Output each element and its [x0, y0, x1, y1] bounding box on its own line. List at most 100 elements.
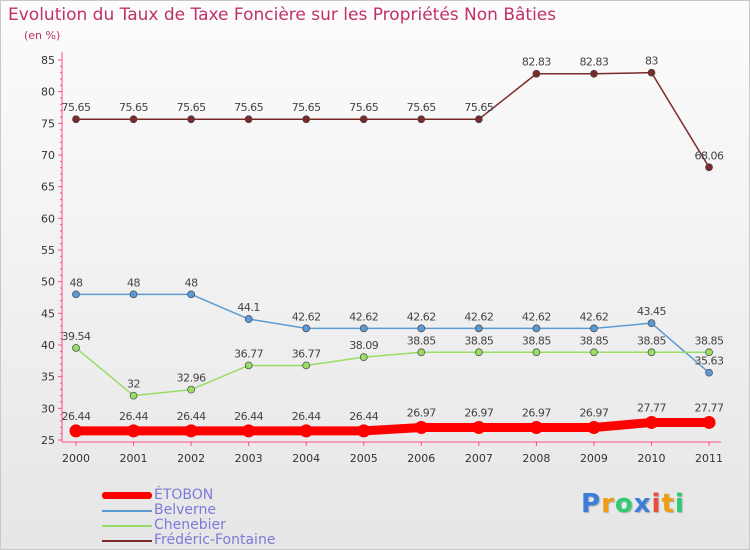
data-label: 75.65	[292, 101, 321, 114]
data-point	[472, 421, 486, 435]
data-point	[647, 348, 656, 357]
x-tick-label: 2008	[522, 452, 550, 465]
x-tick-label: 2000	[62, 452, 90, 465]
data-label: 42.62	[292, 310, 321, 323]
data-point	[242, 424, 256, 438]
logo-letter: t	[661, 489, 675, 519]
logo-letter: i	[674, 489, 685, 519]
x-tick-label: 2007	[465, 452, 493, 465]
data-label: 26.44	[292, 410, 321, 423]
data-point	[705, 368, 713, 377]
x-tick-label: 2005	[350, 452, 378, 465]
x-tick-label: 2009	[580, 452, 608, 465]
data-label: 26.44	[62, 410, 91, 423]
data-label: 42.62	[464, 310, 493, 323]
data-point	[302, 324, 311, 333]
data-point	[129, 290, 138, 299]
y-tick-label: 30	[41, 402, 55, 415]
data-label: 42.62	[522, 310, 551, 323]
x-tick-label: 2001	[120, 452, 148, 465]
x-tick-label: 2004	[292, 452, 320, 465]
data-point	[299, 424, 313, 438]
data-label: 27.77	[695, 401, 724, 414]
data-point	[72, 344, 80, 352]
data-label: 26.97	[464, 407, 493, 420]
data-label: 27.77	[637, 401, 666, 414]
data-point	[647, 68, 656, 77]
data-label: 38.85	[464, 334, 493, 347]
data-label: 75.65	[119, 101, 148, 114]
legend-swatch	[102, 510, 152, 512]
data-label: 75.65	[464, 101, 493, 114]
data-point	[590, 324, 598, 333]
data-point	[702, 415, 716, 429]
data-label: 75.65	[234, 101, 263, 114]
data-point	[187, 115, 195, 124]
legend-label: Belverne	[154, 502, 217, 518]
data-label: 38.85	[637, 334, 666, 347]
data-point	[244, 361, 253, 370]
data-point	[187, 290, 195, 299]
x-tick-label: 2003	[235, 452, 263, 465]
x-tick-label: 2006	[407, 452, 435, 465]
data-label: 38.85	[522, 334, 551, 347]
legend-label: Frédéric-Fontaine	[154, 532, 276, 548]
data-label: 26.44	[177, 410, 206, 423]
data-label: 36.77	[234, 347, 263, 360]
data-point	[587, 421, 601, 435]
data-point	[590, 348, 598, 357]
data-label: 42.62	[579, 310, 608, 323]
data-label: 68.06	[695, 149, 724, 162]
data-point	[417, 348, 426, 357]
data-point	[705, 348, 713, 357]
data-point	[647, 319, 656, 327]
y-tick-label: 45	[41, 307, 55, 320]
data-point	[475, 348, 483, 357]
series-line	[75, 347, 710, 397]
data-label: 26.97	[579, 407, 608, 420]
data-point	[590, 69, 598, 78]
data-label: 82.83	[522, 56, 551, 69]
data-label: 44.1	[237, 301, 260, 314]
legend-label: ÉTOBON	[154, 487, 214, 503]
proxiti-logo: Proxiti	[581, 489, 685, 519]
legend-label: Chenebier	[154, 517, 226, 533]
y-tick-label: 35	[41, 371, 55, 384]
data-point	[414, 421, 428, 435]
data-point	[359, 115, 368, 124]
data-point	[72, 115, 80, 124]
data-label: 75.65	[349, 101, 378, 114]
data-label: 26.44	[119, 410, 148, 423]
chart-subtitle: (en %)	[24, 29, 61, 42]
data-label: 35.63	[695, 355, 724, 368]
data-point	[302, 361, 311, 370]
data-label: 48	[127, 276, 140, 289]
data-point	[187, 385, 195, 394]
data-label: 32.96	[177, 372, 206, 385]
data-point	[184, 424, 198, 438]
x-tick-label: 2010	[638, 452, 666, 465]
data-label: 38.85	[579, 334, 608, 347]
data-point	[69, 424, 83, 438]
data-label: 48	[185, 276, 198, 289]
legend-swatch	[102, 492, 152, 499]
data-point	[475, 324, 483, 333]
data-point	[127, 424, 141, 438]
data-point	[359, 324, 368, 333]
data-point	[532, 69, 541, 78]
y-tick-label: 65	[41, 181, 55, 194]
y-tick-label: 60	[41, 212, 55, 225]
legend-swatch	[102, 540, 152, 542]
y-tick-label: 55	[41, 244, 55, 257]
data-label: 75.65	[177, 101, 206, 114]
data-point	[129, 391, 138, 400]
y-tick-label: 40	[41, 339, 55, 352]
data-label: 42.62	[407, 310, 436, 323]
data-label: 36.77	[292, 347, 321, 360]
data-label: 38.85	[695, 334, 724, 347]
logo-letter: x	[633, 489, 652, 519]
series-line	[75, 71, 710, 169]
data-label: 75.65	[62, 101, 91, 114]
